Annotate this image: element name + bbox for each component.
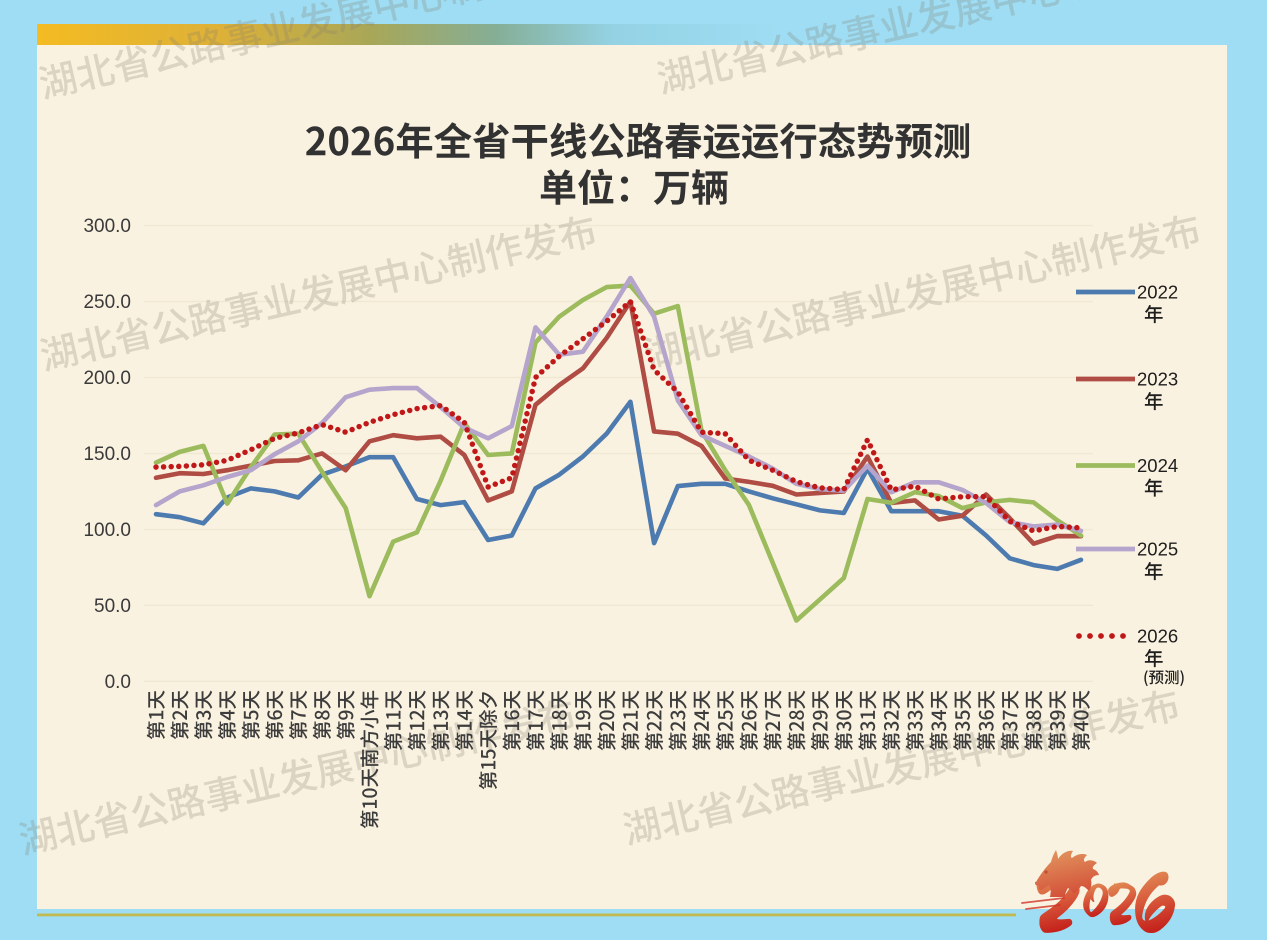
- svg-text:250.0: 250.0: [83, 292, 131, 313]
- svg-text:2024: 2024: [1137, 455, 1178, 476]
- svg-text:50.0: 50.0: [94, 596, 131, 617]
- svg-text:2022: 2022: [1137, 282, 1178, 303]
- svg-text:2023: 2023: [1137, 369, 1178, 390]
- svg-text:300.0: 300.0: [83, 216, 131, 237]
- svg-text:2025: 2025: [1137, 539, 1178, 560]
- svg-text:100.0: 100.0: [83, 520, 131, 541]
- svg-text:200.0: 200.0: [83, 368, 131, 389]
- svg-text:0.0: 0.0: [105, 672, 131, 693]
- svg-text:2026: 2026: [1137, 626, 1178, 647]
- svg-text:150.0: 150.0: [83, 444, 131, 465]
